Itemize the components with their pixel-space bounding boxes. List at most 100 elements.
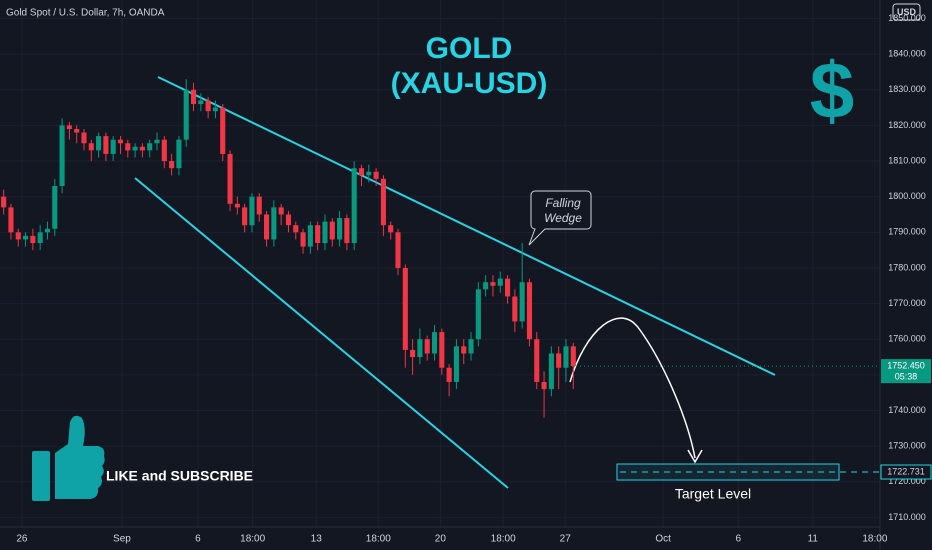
thumbs-up-icon	[32, 415, 105, 501]
candle-body	[497, 278, 503, 286]
last-price-box	[881, 359, 931, 384]
y-tick-label: 1710.000	[888, 512, 926, 522]
candles	[1, 79, 576, 418]
candle-body	[183, 89, 189, 140]
candle-body	[8, 207, 14, 233]
candle-body	[337, 218, 343, 240]
candle-body	[461, 346, 467, 354]
candle-body	[44, 228, 51, 233]
arrow-head	[687, 449, 703, 464]
x-tick-label: 6	[736, 534, 742, 545]
candle-body	[483, 282, 489, 290]
candle-body	[169, 161, 175, 169]
x-tick-label: 6	[195, 534, 201, 545]
candle-body	[37, 232, 43, 244]
candle-body	[132, 146, 138, 151]
x-tick-label: 26	[16, 534, 28, 545]
candle-body	[227, 153, 233, 204]
candle-body	[212, 107, 218, 112]
candle-body	[556, 353, 562, 368]
candle-body	[431, 332, 438, 354]
candle-body	[117, 139, 124, 144]
candle-body	[234, 203, 240, 208]
y-tick-label: 1730.000	[888, 440, 926, 450]
candle-body	[358, 168, 365, 176]
wedge-lower-line	[134, 177, 509, 489]
candle-body	[410, 349, 416, 358]
y-tick-label: 1840.000	[888, 49, 926, 59]
currency: USD	[897, 7, 917, 17]
y-tick-label: 1760.000	[888, 334, 926, 344]
candle-body	[380, 178, 386, 226]
candle-body	[30, 235, 36, 244]
candle-body	[15, 232, 21, 240]
candle-body	[526, 282, 533, 340]
y-tick-label: 1780.000	[888, 262, 926, 272]
candle-body	[220, 107, 226, 154]
candle-body	[23, 235, 29, 240]
x-tick-label: Sep	[113, 534, 131, 545]
dollar-icon: $	[810, 46, 855, 135]
y-tick-label: 1720.000	[888, 476, 926, 486]
candle-body	[475, 289, 481, 340]
candle-body	[198, 100, 204, 105]
x-tick-label: 11	[808, 534, 819, 545]
y-tick-label: 1810.000	[888, 155, 926, 165]
y-tick-label: 1830.000	[888, 84, 926, 94]
candle-body	[490, 282, 496, 286]
candle-body	[417, 339, 423, 358]
candle-body	[373, 171, 379, 179]
candle-body	[548, 353, 554, 390]
candle-body	[110, 139, 116, 154]
candle-body	[242, 207, 248, 226]
candle-body	[103, 136, 109, 154]
candle-body	[147, 143, 153, 151]
candle-body	[154, 139, 160, 144]
annotation: Falling	[545, 196, 581, 210]
candle-body	[139, 146, 145, 151]
candle-body	[176, 139, 182, 169]
candle-body	[446, 367, 452, 382]
x-tick-label: 13	[311, 534, 323, 545]
annotation: Wedge	[544, 211, 582, 225]
candle-body	[264, 214, 270, 240]
candle-body	[519, 282, 525, 322]
annotation: Target Level	[675, 486, 751, 502]
y-tick-label: 1740.000	[888, 405, 926, 415]
candle-body	[315, 225, 321, 244]
last-price: 1752.450	[887, 360, 925, 370]
candle-body	[504, 278, 511, 297]
y-tick-label: 1800.000	[888, 191, 926, 201]
target-price: 1722.731	[887, 466, 925, 476]
x-tick-label: 18:00	[862, 534, 887, 545]
candle-body	[344, 218, 350, 244]
candle-body	[541, 381, 547, 390]
candle-body	[88, 143, 94, 151]
target-box	[616, 463, 840, 481]
candle-body	[322, 221, 328, 244]
candle-body	[1, 196, 7, 208]
candle-body	[52, 186, 58, 229]
candle-body	[249, 196, 255, 226]
y-tick-label: 1790.000	[888, 227, 926, 237]
header: Gold Spot / U.S. Dollar, 7h, OANDA	[6, 8, 165, 19]
candle-body	[271, 207, 277, 240]
x-tick-label: 18:00	[240, 534, 265, 545]
x-tick-label: 27	[560, 534, 572, 545]
y-tick-label: 1850.000	[888, 13, 926, 23]
candle-body	[300, 232, 306, 247]
candle-body	[59, 125, 65, 186]
callout	[528, 190, 592, 246]
candle-body	[329, 221, 335, 240]
candle-body	[351, 168, 357, 244]
candle-body	[66, 125, 72, 129]
candle-body	[307, 225, 313, 247]
candle-body	[395, 232, 401, 268]
y-tick-label: 1820.000	[888, 120, 926, 130]
candle-body	[563, 346, 569, 368]
candle-body	[81, 132, 87, 144]
candle-body	[285, 214, 292, 226]
candle-body	[293, 225, 299, 233]
